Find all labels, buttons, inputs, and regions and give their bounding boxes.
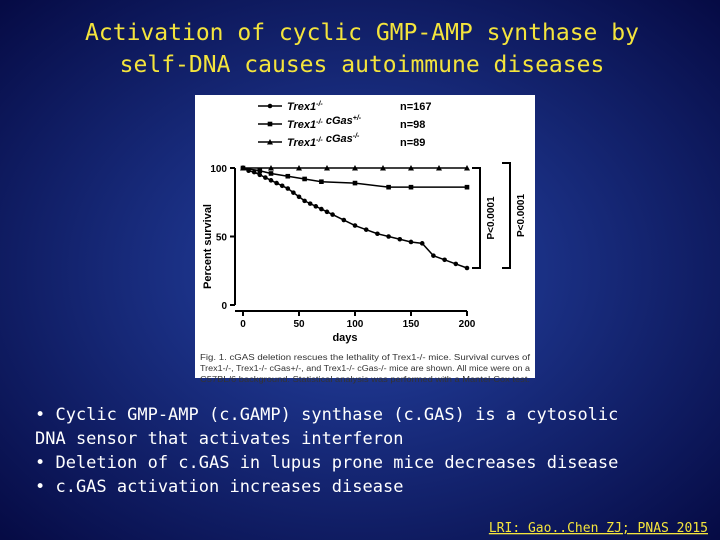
data-point (319, 206, 324, 212)
data-point (296, 194, 302, 200)
data-point (436, 165, 442, 171)
title: Activation of cyclic GMP-AMP synthase by (85, 20, 639, 46)
x-tick-label: 50 (293, 319, 305, 330)
legend-n: n=98 (400, 119, 425, 131)
legend-text: Trex1 (287, 119, 316, 131)
x-tick-label: 150 (403, 319, 420, 330)
x-tick-label: 200 (459, 319, 476, 330)
title: self-DNA causes autoimmune diseases (120, 52, 605, 78)
data-point (268, 171, 274, 176)
data-point (240, 165, 246, 171)
bullet: • Cyclic GMP-AMP (c.GAMP) synthase (c.GA… (35, 405, 618, 425)
data-point (296, 165, 302, 171)
legend-sup: +/- (353, 115, 362, 122)
data-point (268, 165, 274, 171)
data-point (285, 186, 291, 191)
legend-label: Trex1-/- (287, 101, 323, 113)
data-point (431, 253, 436, 258)
legend-label: Trex1-/- cGas-/- (287, 133, 360, 149)
caption: Fig. 1. cGAS deletion rescues the lethal… (200, 353, 531, 362)
data-point (324, 209, 330, 215)
y-axis-label: Percent survival (202, 204, 214, 289)
legend-text: Trex1 (287, 101, 316, 113)
y-tick-label: 0 (221, 301, 227, 312)
legend-sup: -/- (316, 137, 323, 144)
data-point (324, 165, 330, 171)
bullet: • c.GAS activation increases disease (35, 477, 403, 497)
data-point (386, 184, 391, 190)
data-point (251, 169, 257, 175)
data-point (386, 234, 391, 239)
legend-n: n=89 (400, 137, 425, 149)
data-point (352, 180, 358, 186)
data-point (352, 165, 358, 171)
bullet: DNA sensor that activates interferon (35, 429, 403, 449)
data-point (291, 190, 296, 195)
data-point (442, 257, 447, 263)
data-point (257, 168, 263, 174)
data-point (375, 231, 380, 237)
y-tick-label: 100 (210, 164, 227, 175)
data-point (307, 201, 313, 206)
data-point (257, 172, 263, 178)
legend-sup: -/- (316, 101, 323, 108)
citation: LRI: Gao..Chen ZJ; PNAS 2015 (489, 521, 708, 536)
data-point (464, 165, 470, 171)
data-point (363, 227, 369, 232)
bracket (472, 167, 481, 269)
caption: Trex1-/-, Trex1-/- cGas+/-, and Trex1-/-… (200, 364, 531, 373)
survival-line (242, 167, 467, 188)
legend-text: cGas (323, 115, 353, 127)
data-point (330, 212, 335, 217)
data-point (419, 241, 425, 246)
data-point (268, 178, 274, 183)
data-point (313, 204, 319, 209)
p-value: P<0.0001 (486, 196, 497, 240)
legend-text: Trex1 (287, 137, 316, 149)
p-value: P<0.0001 (516, 194, 527, 238)
data-point (274, 180, 279, 186)
x-axis-label: days (332, 332, 357, 344)
data-point (267, 103, 273, 109)
data-point (279, 183, 285, 189)
data-point (302, 198, 307, 204)
legend-text: cGas (323, 133, 353, 145)
data-point (397, 236, 403, 242)
legend-sup: -/- (353, 133, 360, 140)
y-tick-label: 50 (216, 233, 228, 244)
legend-sup: -/- (316, 119, 323, 126)
data-point (464, 184, 470, 190)
data-point (319, 179, 324, 184)
bracket (502, 162, 511, 269)
data-point (380, 165, 386, 171)
legend-label: Trex1-/- cGas+/- (287, 115, 362, 131)
data-point (453, 261, 459, 267)
data-point (352, 223, 358, 228)
data-point (408, 239, 414, 245)
data-point (408, 184, 414, 190)
legend-n: n=167 (400, 101, 432, 113)
data-point (302, 176, 307, 182)
data-point (285, 173, 291, 179)
data-point (263, 175, 268, 180)
x-tick-label: 100 (347, 319, 364, 330)
figure-panel (195, 95, 535, 378)
bullet: • Deletion of c.GAS in lupus prone mice … (35, 453, 618, 473)
x-tick-label: 0 (240, 319, 246, 330)
data-point (408, 165, 414, 171)
figure: 0 50 100 0 50 100 150 200 Percent survival days Tr… (200, 101, 531, 384)
data-point (341, 217, 347, 223)
data-point (267, 139, 273, 145)
caption: C57BL/6 background. Statistical analysis… (200, 375, 530, 384)
data-point (267, 121, 273, 127)
data-point (464, 265, 470, 271)
